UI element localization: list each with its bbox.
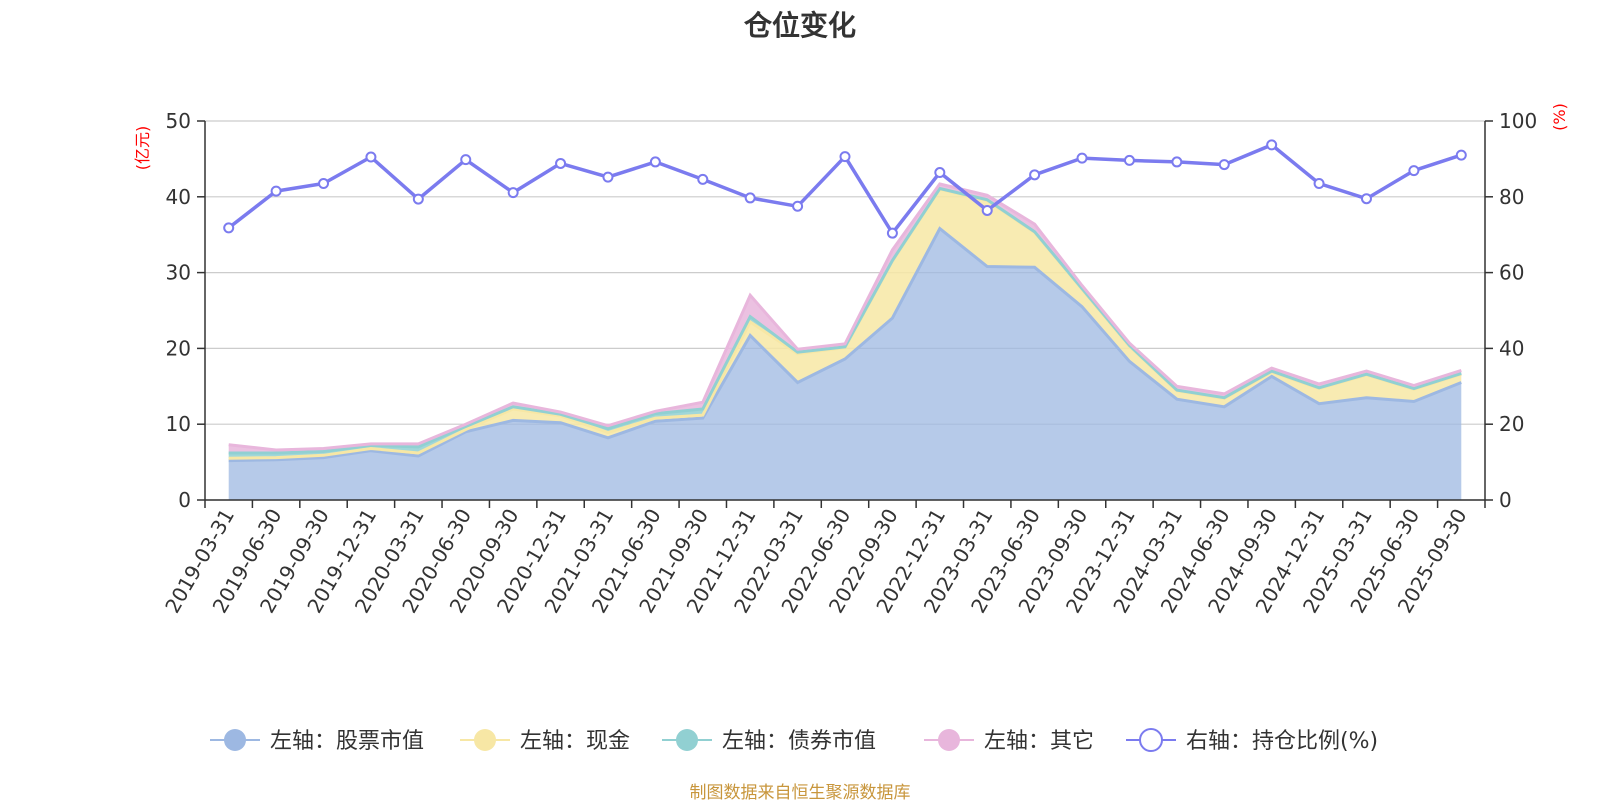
right-tick-label: 60 <box>1499 261 1524 285</box>
legend: 左轴：股票市值 左轴：现金 左轴：债券市值 左轴：其它 右轴：持仓比例(%) <box>210 728 1378 754</box>
ratio-point <box>1076 152 1088 164</box>
left-tick-label: 40 <box>166 185 191 209</box>
ratio-point <box>886 227 898 239</box>
ratio-point <box>1266 139 1278 151</box>
ratio-point <box>460 154 472 166</box>
left-axis-unit: (亿元) <box>133 126 152 171</box>
legend-label: 左轴：现金 <box>520 729 630 754</box>
legend-circle-icon <box>474 729 496 751</box>
legend-circle-icon <box>224 729 246 751</box>
legend-item[interactable]: 左轴：股票市值 <box>210 729 424 754</box>
right-tick-label: 0 <box>1499 488 1512 512</box>
ratio-point <box>934 167 946 179</box>
ratio-point <box>1360 193 1372 205</box>
left-tick-label: 50 <box>166 109 191 133</box>
legend-label: 左轴：债券市值 <box>722 729 876 754</box>
legend-circle-icon <box>676 729 698 751</box>
area-stock <box>228 228 1462 500</box>
legend-label: 左轴：股票市值 <box>270 729 424 754</box>
ratio-point <box>555 157 567 169</box>
area-edge-stock <box>228 226 1462 463</box>
left-tick-label: 10 <box>166 412 191 436</box>
area-edge-other <box>228 182 1462 452</box>
legend-hollow-circle-icon <box>1139 728 1163 752</box>
ratio-point <box>649 156 661 168</box>
ratio-point <box>792 200 804 212</box>
legend-label: 左轴：其它 <box>984 729 1094 754</box>
ratio-point <box>1408 165 1420 177</box>
right-tick-label: 40 <box>1499 336 1524 360</box>
left-tick-label: 30 <box>166 261 191 285</box>
ratio-point <box>1313 178 1325 190</box>
area-layer <box>228 182 1462 500</box>
right-axis-unit: (%) <box>1550 103 1569 131</box>
right-tick-label: 80 <box>1499 185 1524 209</box>
ratio-point <box>1029 169 1041 181</box>
ratio-line-layer <box>223 139 1467 239</box>
right-tick-label: 100 <box>1499 109 1537 133</box>
ratio-point <box>223 222 235 234</box>
ratio-point <box>318 178 330 190</box>
ratio-point <box>1218 159 1230 171</box>
legend-item[interactable]: 左轴：其它 <box>924 729 1094 754</box>
legend-item[interactable]: 右轴：持仓比例(%) <box>1126 728 1378 754</box>
ratio-point <box>270 185 282 197</box>
ratio-point <box>602 171 614 183</box>
ratio-point <box>981 204 993 216</box>
legend-label: 右轴：持仓比例(%) <box>1186 729 1378 754</box>
ratio-point <box>507 187 519 199</box>
ratio-point <box>1123 154 1135 166</box>
ratio-point <box>697 173 709 185</box>
left-tick-label: 0 <box>178 488 191 512</box>
right-tick-label: 20 <box>1499 412 1524 436</box>
ratio-point <box>1171 156 1183 168</box>
left-tick-label: 20 <box>166 336 191 360</box>
legend-item[interactable]: 左轴：债券市值 <box>662 729 876 754</box>
ratio-point <box>365 151 377 163</box>
source-note: 制图数据来自恒生聚源数据库 <box>689 783 911 803</box>
ratio-point <box>412 193 424 205</box>
chart-title: 仓位变化 <box>743 9 856 42</box>
ratio-point <box>839 151 851 163</box>
area-edge-bond <box>228 186 1462 455</box>
legend-item[interactable]: 左轴：现金 <box>460 729 630 754</box>
legend-circle-icon <box>938 729 960 751</box>
ratio-point <box>744 192 756 204</box>
ratio-point <box>1455 149 1467 161</box>
